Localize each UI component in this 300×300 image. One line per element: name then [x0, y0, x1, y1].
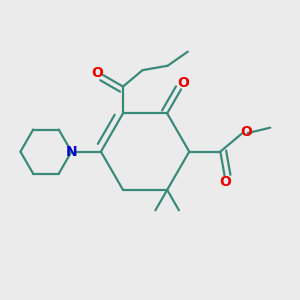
- Text: N: N: [66, 145, 77, 159]
- Text: O: O: [241, 125, 253, 139]
- Text: O: O: [177, 76, 189, 90]
- Text: O: O: [220, 175, 232, 189]
- Text: O: O: [91, 67, 103, 80]
